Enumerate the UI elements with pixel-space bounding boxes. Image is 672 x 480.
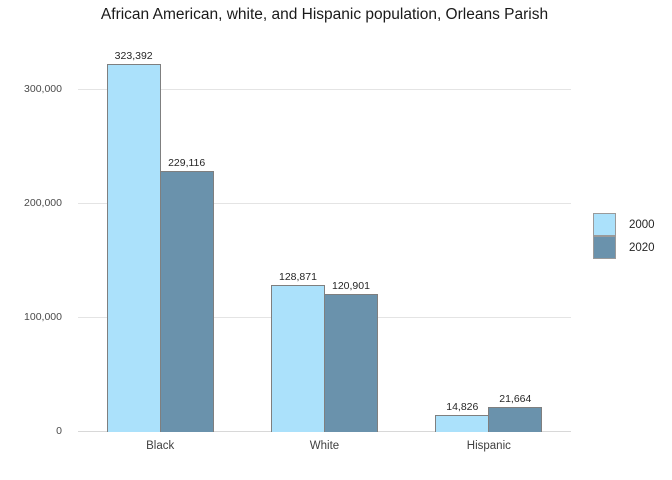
bar-black-2000: 323,392 [106,50,161,432]
legend-swatch-2000 [593,213,616,236]
bar-value-label: 229,116 [168,156,206,169]
bar-white-2000: 128,871 [270,271,325,432]
x-axis-category-labels: Black White Hispanic [78,440,571,452]
bar-black-2020: 229,116 [159,157,214,432]
legend-label-2020: 2020 [629,241,655,254]
x-category-label-white: White [309,440,340,452]
chart-title: African American, white, and Hispanic po… [100,6,549,23]
bar-hispanic-2020: 21,664 [488,393,543,432]
legend-item-2000: 2000 [593,213,655,236]
bar-value-label: 21,664 [499,393,532,406]
bar-value-label: 128,871 [279,271,317,284]
y-tick-label: 0 [56,425,62,437]
legend-item-2020: 2020 [593,236,655,259]
y-tick-label: 100,000 [24,311,62,324]
y-tick-label: 300,000 [24,83,62,96]
bar-group-white: 128,871 120,901 [242,48,406,432]
x-category-label-hispanic: Hispanic [466,440,511,452]
gridline-200,000 [78,203,571,205]
y-tick-label: 200,000 [24,197,62,210]
bar-value-label: 120,901 [332,280,370,293]
bar-group-hispanic: 14,826 21,664 [407,48,571,432]
bar-value-label: 323,392 [114,49,153,62]
x-category-label-black: Black [146,440,175,452]
bar-groups: 323,392 229,116 128,871 120,901 14,826 21,664 [78,48,571,432]
plot-area: 323,392 229,116 128,871 120,901 14,826 21,664 [78,48,571,432]
legend: 2000 2020 [593,213,655,259]
legend-swatch-2020 [593,236,616,259]
bar-white-2020: 120,901 [323,280,378,432]
legend-label-2000: 2000 [629,218,655,231]
bar-group-black: 323,392 229,116 [78,48,242,432]
bar-value-label: 14,826 [446,401,479,414]
bar-hispanic-2000: 14,826 [435,401,490,432]
gridline-300,000 [78,89,571,91]
